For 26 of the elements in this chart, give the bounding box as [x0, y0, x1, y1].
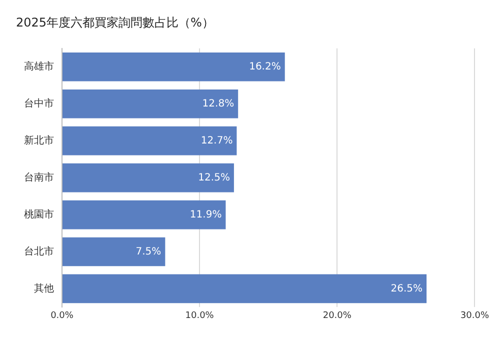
y-tick-label: 台南市: [24, 171, 54, 184]
data-label: 12.8%: [202, 98, 234, 110]
x-tick-label: 20.0%: [322, 310, 352, 321]
bar: [62, 237, 166, 266]
data-label: 26.5%: [390, 283, 423, 294]
y-tick-label: 桃園市: [24, 208, 54, 220]
bar: [62, 274, 427, 304]
bar: [62, 52, 285, 82]
y-tick-label: 高雄市: [24, 60, 54, 72]
data-label: 12.5%: [198, 172, 230, 184]
data-label: 7.5%: [136, 246, 162, 258]
y-tick-label: 其他: [34, 282, 54, 294]
data-label: 11.9%: [190, 209, 222, 220]
y-tick-label: 台北市: [24, 245, 54, 258]
data-label: 16.2%: [249, 61, 281, 72]
y-tick-label: 台中市: [24, 97, 54, 110]
x-tick-label: 0.0%: [50, 310, 74, 321]
data-label: 12.7%: [200, 135, 233, 146]
x-tick-label: 30.0%: [460, 310, 490, 321]
bar: [62, 200, 226, 230]
bar: [62, 126, 237, 156]
bar: [62, 89, 238, 118]
y-tick-label: 新北市: [24, 134, 54, 146]
x-tick-label: 10.0%: [185, 310, 214, 321]
chart-title: 2025年度六都買家詢問數占比（%）: [16, 15, 214, 30]
bar: [62, 163, 234, 192]
